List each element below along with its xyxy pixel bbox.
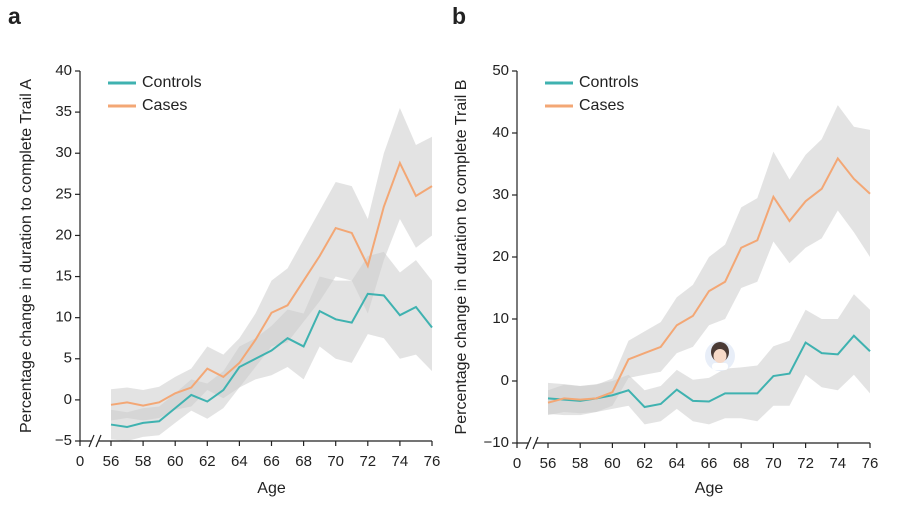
axis-break-gap	[528, 441, 536, 445]
x-tick-label: 60	[167, 453, 184, 470]
legend-label: Cases	[579, 97, 624, 114]
x-tick-label: 68	[295, 453, 312, 470]
avatar-icon	[705, 341, 735, 371]
x-tick-label: 66	[263, 453, 280, 470]
confidence-band	[548, 294, 870, 425]
y-tick-label: 40	[492, 124, 509, 141]
y-tick-label: 5	[64, 350, 72, 367]
x-tick-label: 76	[424, 453, 441, 470]
panel-label: b	[452, 3, 466, 29]
y-tick-label: 10	[492, 310, 509, 327]
y-tick-label: 30	[492, 186, 509, 203]
x-tick-label: 56	[540, 455, 557, 472]
line	[110, 292, 433, 429]
axis-break	[532, 436, 539, 450]
x-tick-label: 74	[392, 453, 409, 470]
x-tick-label: 58	[572, 455, 589, 472]
axis-break	[95, 434, 102, 448]
x-tick-label: 72	[797, 455, 814, 472]
y-tick-label: 25	[55, 185, 72, 202]
x-tick-label: 70	[327, 453, 344, 470]
y-tick-label: 30	[55, 144, 72, 161]
y-tick-label: 0	[64, 391, 72, 408]
y-tick-label: 10	[55, 309, 72, 326]
x-tick-label: 66	[701, 455, 718, 472]
x-axis-label: Age	[257, 480, 286, 497]
x-tick-label: 68	[733, 455, 750, 472]
y-tick-label: 35	[55, 103, 72, 120]
y-tick-label: 20	[492, 248, 509, 265]
y-axis-label: Percentage change in duration to complet…	[453, 80, 470, 435]
y-tick-label: 40	[55, 62, 72, 79]
x-tick-label: 72	[359, 453, 376, 470]
x-tick-label: 0	[76, 453, 84, 470]
y-axis-label: Percentage change in duration to complet…	[18, 79, 35, 433]
axis-break-gap	[91, 439, 99, 443]
x-tick-label: 64	[231, 453, 248, 470]
confidence-band	[548, 105, 870, 416]
x-tick-label: 0	[513, 455, 521, 472]
y-tick-label: 20	[55, 226, 72, 243]
x-tick-label: 62	[636, 455, 653, 472]
line	[110, 160, 433, 407]
x-tick-label: 70	[765, 455, 782, 472]
x-tick-label: 62	[199, 453, 216, 470]
y-tick-label: 15	[55, 268, 72, 285]
x-tick-label: 58	[135, 453, 152, 470]
y-tick-label: 50	[492, 62, 509, 79]
line	[547, 156, 871, 404]
x-tick-label: 56	[103, 453, 120, 470]
legend-label: Cases	[142, 97, 187, 114]
axis-break	[88, 434, 95, 448]
x-tick-label: 76	[862, 455, 879, 472]
legend-label: Controls	[142, 74, 202, 91]
x-tick-label: 64	[668, 455, 685, 472]
x-tick-label: 74	[829, 455, 846, 472]
panel-label: a	[8, 3, 21, 29]
x-tick-label: 60	[604, 455, 621, 472]
y-tick-label: −10	[484, 434, 509, 451]
confidence-band	[111, 108, 432, 421]
axis-break	[525, 436, 532, 450]
legend-label: Controls	[579, 74, 639, 91]
y-tick-label: 0	[501, 372, 509, 389]
y-tick-label: −5	[55, 432, 72, 449]
x-axis-label: Age	[695, 480, 724, 497]
